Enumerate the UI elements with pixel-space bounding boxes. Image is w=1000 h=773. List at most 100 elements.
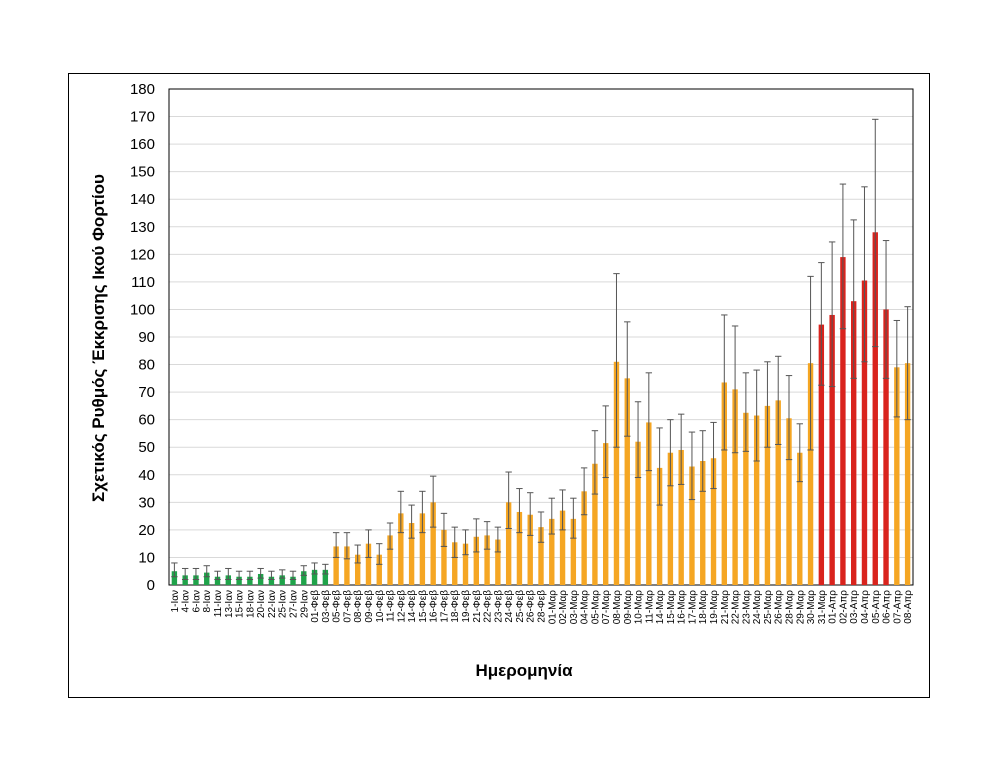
y-tick-label: 30 <box>138 494 155 511</box>
x-tick-label: 09-Μαρ <box>623 590 634 625</box>
y-tick-label: 90 <box>138 329 155 346</box>
y-tick-label: 50 <box>138 439 155 456</box>
y-tick-label: 40 <box>138 467 155 484</box>
y-tick-label: 60 <box>138 412 155 429</box>
x-tick-label: 20-Ιαν <box>256 590 267 618</box>
bar <box>753 415 760 585</box>
bar <box>182 575 188 585</box>
y-tick-label: 10 <box>138 549 155 566</box>
x-tick-label: 30-Μαρ <box>806 590 817 625</box>
x-tick-label: 18-Φεβ <box>450 590 461 623</box>
bar <box>322 569 329 585</box>
y-tick-label: 160 <box>130 136 155 153</box>
x-tick-label: 16-Μαρ <box>677 590 688 625</box>
bar <box>872 232 878 586</box>
x-tick-label: 05-Απρ <box>871 590 882 624</box>
x-tick-label: 21-Φεβ <box>472 590 483 623</box>
y-tick-label: 170 <box>130 109 155 126</box>
x-tick-label: 21-Μαρ <box>720 590 731 625</box>
y-tick-label: 180 <box>130 81 155 98</box>
bar <box>516 511 523 585</box>
x-tick-label: 15-Φεβ <box>418 590 429 623</box>
x-tick-label: 07-Μαρ <box>601 590 612 625</box>
x-tick-label: 14-Φεβ <box>407 590 418 623</box>
bar <box>764 405 771 585</box>
x-tick-label: 11-Ιαν <box>213 590 224 617</box>
bar <box>818 324 825 585</box>
x-tick-label: 16-Φεβ <box>429 590 440 623</box>
bar <box>204 572 210 585</box>
bar <box>257 573 264 585</box>
x-tick-label: 15-Μαρ <box>666 590 677 625</box>
bar <box>290 576 296 585</box>
error-bars <box>171 118 911 580</box>
bar <box>656 467 663 585</box>
bar <box>538 527 544 585</box>
y-tick-label: 120 <box>130 246 155 263</box>
x-tick-label: 09-Φεβ <box>364 590 375 623</box>
y-tick-label: 0 <box>147 577 155 594</box>
x-tick-label: 25-Φεβ <box>515 590 526 623</box>
bar <box>473 536 479 585</box>
bar <box>786 418 792 585</box>
x-tick-label: 11-Μαρ <box>644 590 655 624</box>
bar <box>904 363 911 585</box>
bar <box>376 554 382 585</box>
bar <box>721 382 727 585</box>
bar <box>603 443 609 585</box>
chart-frame <box>68 73 930 698</box>
x-tick-label: 01-Απρ <box>828 590 839 624</box>
bar <box>624 378 630 585</box>
bar <box>861 280 868 585</box>
bar <box>894 367 900 585</box>
y-tick-label: 140 <box>130 191 155 208</box>
bar <box>883 309 889 585</box>
x-tick-label: 12-Φεβ <box>396 590 407 623</box>
x-tick-label: 6-Ιαν <box>191 590 202 612</box>
y-axis-title: Σχετικός Ρυθμός Έκκρισης Ικού Φορτίου <box>89 174 108 502</box>
x-tick-label: 13-Ιαν <box>224 590 235 618</box>
x-tick-label: 26-Μαρ <box>774 590 785 625</box>
x-tick-label: 07-Απρ <box>892 590 903 624</box>
x-tick-label: 11-Φεβ <box>386 590 397 622</box>
bar <box>247 576 253 585</box>
x-tick-label: 29-Μαρ <box>795 590 806 625</box>
bar <box>505 502 512 585</box>
bar <box>775 400 781 585</box>
x-tick-label: 28-Μαρ <box>785 590 796 625</box>
bar <box>301 571 307 585</box>
x-tick-label: 07-Φεβ <box>342 590 353 623</box>
bar <box>700 461 706 585</box>
bar <box>710 458 717 585</box>
bar <box>807 363 814 585</box>
bar <box>268 576 275 585</box>
bar <box>689 466 695 585</box>
bar <box>581 491 587 585</box>
x-tick-label: 29-Ιαν <box>299 590 310 618</box>
x-tick-label: 08-Μαρ <box>612 590 623 625</box>
x-axis-ticks: 1-Ιαν 4-Ιαν 6-Ιαν 8-Ιαν 11-Ιαν 13-Ιαν 15-Ιαν 18… <box>170 590 914 625</box>
x-tick-label: 4-Ιαν <box>181 590 192 612</box>
bar <box>484 535 490 585</box>
x-tick-label: 01-Μαρ <box>547 590 558 625</box>
y-axis-ticks: 0 10 20 30 40 50 60 70 80 90 100 110 120 130 140 150 160… <box>130 81 155 594</box>
bar <box>635 441 641 585</box>
bar <box>387 535 393 585</box>
y-tick-label: 110 <box>131 274 155 291</box>
bar <box>365 543 372 585</box>
bar <box>236 576 242 585</box>
x-tick-label: 22-Ιαν <box>267 590 278 618</box>
x-tick-label: 18-Ιαν <box>245 590 256 618</box>
x-tick-label: 25-Μαρ <box>763 590 774 625</box>
x-tick-label: 01-Φεβ <box>310 590 321 623</box>
x-tick-label: 03-Απρ <box>849 590 860 624</box>
y-tick-label: 150 <box>130 164 155 181</box>
x-tick-label: 04-Απρ <box>860 590 871 624</box>
x-tick-label: 8-Ιαν <box>202 590 213 612</box>
bar <box>452 542 458 585</box>
bar <box>667 452 674 585</box>
y-tick-label: 70 <box>138 384 155 401</box>
x-tick-label: 08-Απρ <box>903 590 914 624</box>
x-axis-title: Ημερομηνία <box>475 661 573 680</box>
